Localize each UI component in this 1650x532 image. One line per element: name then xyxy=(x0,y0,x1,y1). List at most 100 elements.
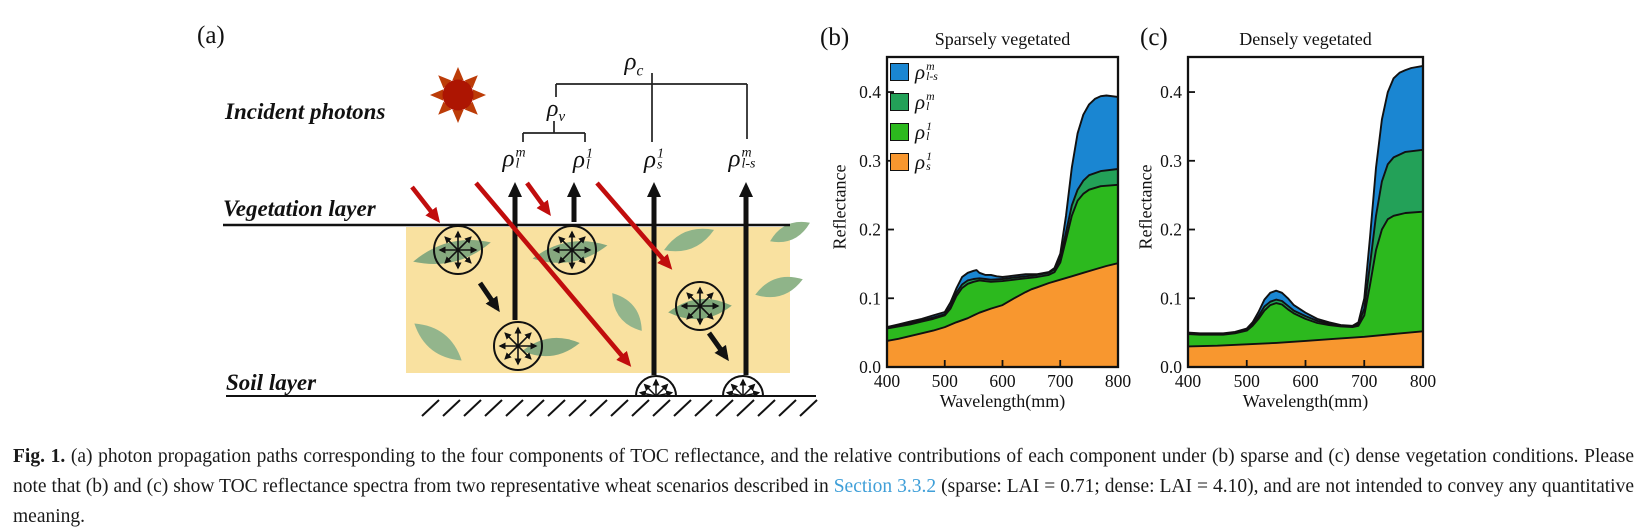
sparse-vegetation-chart: 400 500 600 700 800 0.0 0.1 0.2 0.3 0.4 xyxy=(859,55,1132,391)
x-tick-label: 700 xyxy=(1351,371,1378,391)
soil-hatch-mark xyxy=(568,399,587,417)
soil-hatch-mark xyxy=(652,399,671,417)
soil-hatch-mark xyxy=(757,399,776,417)
soil-hatch-mark xyxy=(589,399,608,417)
soil-hatch-mark xyxy=(631,399,650,417)
leaf xyxy=(755,276,803,298)
scatter-direction-arrow xyxy=(571,236,586,251)
scatter-direction-arrow xyxy=(457,249,472,264)
y-tick-label: 0.2 xyxy=(859,220,881,240)
sun-ray xyxy=(430,89,443,101)
leaf xyxy=(414,323,462,361)
caption-text: (a) photon propagation paths correspondi… xyxy=(13,446,1634,497)
scattering-sphere-outline xyxy=(675,281,725,331)
soil-hatch-mark xyxy=(505,399,524,417)
scatter-direction-arrow xyxy=(686,305,701,320)
sun-ray xyxy=(438,75,452,89)
sun-ray xyxy=(452,67,464,80)
x-tick-label: 500 xyxy=(1234,371,1261,391)
sun-ray xyxy=(464,101,478,115)
scatter-direction-arrow xyxy=(517,345,532,360)
soil-hatch-mark xyxy=(547,399,566,417)
scattered-photon-arrow xyxy=(477,281,500,313)
scatter-direction-arrow xyxy=(571,249,586,264)
sun-core xyxy=(442,79,474,111)
soil-hatch-mark xyxy=(778,399,797,417)
leaf xyxy=(522,337,580,357)
legend-swatch-blue xyxy=(890,63,909,81)
soil-scatter-arrow xyxy=(742,390,761,398)
dense-vegetation-chart: 400 500 600 700 800 0.0 0.1 0.2 0.3 0.4 xyxy=(1160,55,1437,391)
soil-scatter-arrow xyxy=(643,383,657,397)
panel-b-label: (b) xyxy=(820,24,850,51)
y-tick-label: 0.1 xyxy=(1160,288,1182,308)
soil-hatch-mark xyxy=(463,399,482,417)
soil-hatch-mark xyxy=(442,399,461,417)
leaf xyxy=(612,293,642,331)
section-link[interactable]: Section 3.3.2 xyxy=(833,476,937,497)
chart-c-title: Densely vegetated xyxy=(1239,29,1372,49)
y-tick-label: 0.0 xyxy=(1160,357,1182,377)
soil-scatter-arrow xyxy=(742,383,756,397)
soil-scattering-dome xyxy=(721,375,765,398)
soil-scatter-arrow xyxy=(725,390,744,398)
y-tick-label: 0.2 xyxy=(1160,220,1182,240)
legend-swatch-orange xyxy=(890,153,909,171)
sun-ray xyxy=(473,89,486,101)
soil-scatter-arrow xyxy=(638,390,657,398)
soil-hatch-mark xyxy=(799,399,818,417)
x-tick-label: 600 xyxy=(1292,371,1319,391)
incident-photon-arrow xyxy=(525,181,551,217)
legend-swatch-green xyxy=(890,123,909,141)
incident-photon-arrow xyxy=(595,181,673,270)
scattering-sphere-outline xyxy=(433,225,483,275)
incident-photon-arrow xyxy=(410,185,441,223)
incident-photons-label: Incident photons xyxy=(225,99,386,124)
incident-photon-arrow xyxy=(474,181,632,367)
sun-ray xyxy=(464,75,478,89)
x-tick-label: 700 xyxy=(1047,371,1074,391)
scatter-direction-arrow xyxy=(444,249,459,264)
sun-ray xyxy=(452,110,464,123)
y-tick-label: 0.4 xyxy=(1160,82,1182,102)
soil-hatch-mark xyxy=(673,399,692,417)
soil-hatch-mark xyxy=(715,399,734,417)
x-tick-label: 800 xyxy=(1410,371,1437,391)
x-tick-label: 400 xyxy=(874,371,901,391)
soil-scatter-arrow xyxy=(730,383,744,397)
leaf xyxy=(663,228,715,252)
component-tree-lines xyxy=(522,73,748,142)
area-rho_s_1 xyxy=(886,262,1119,368)
caption-fig-label: Fig. 1. xyxy=(13,446,66,467)
panel-a-label: (a) xyxy=(197,22,225,49)
rho-leaf-soil-multiple-label: ρ m l-s xyxy=(728,145,756,173)
x-tick-label: 800 xyxy=(1105,371,1132,391)
soil-layer-label: Soil layer xyxy=(226,370,317,395)
y-tick-label: 0.1 xyxy=(859,288,881,308)
chart-b-title: Sparsely vegetated xyxy=(934,29,1071,49)
chart-b-xlabel: Wavelength(mm) xyxy=(939,391,1066,411)
soil-scatter-arrow xyxy=(655,383,669,397)
leaf xyxy=(413,240,491,264)
soil-hatch-mark xyxy=(610,399,629,417)
photon-path-diagram xyxy=(223,67,818,417)
panel-c-label: (c) xyxy=(1140,24,1168,51)
caption-text: (sparse: LAI = 0.71; dense: LAI = 4.10),… xyxy=(13,476,1634,527)
scattering-sphere xyxy=(493,321,543,371)
leaf xyxy=(770,221,810,243)
scattering-sphere xyxy=(433,225,483,275)
soil-scattering-dome xyxy=(634,375,678,398)
